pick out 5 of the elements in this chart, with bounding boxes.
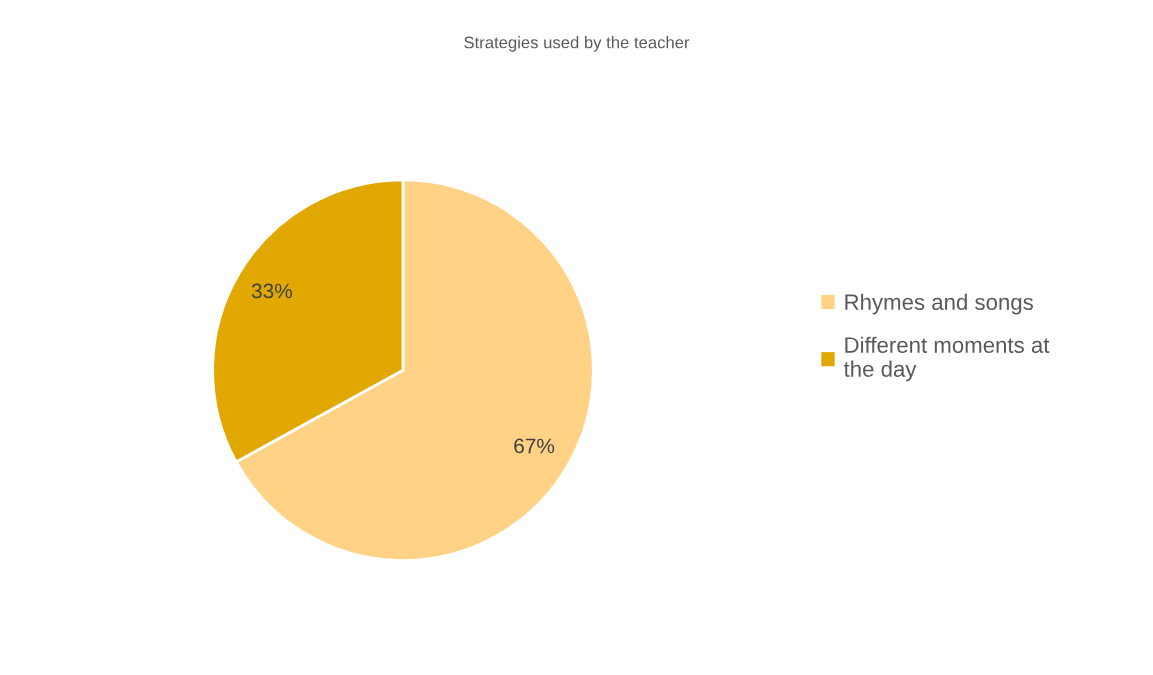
legend-label: Different moments at the day (843, 336, 1050, 382)
data-label: 33% (251, 283, 293, 299)
legend-label: Rhymes and songs (845, 293, 1033, 315)
chart-title: Strategies used by the teacher (464, 36, 690, 52)
data-label: 67% (514, 438, 555, 454)
